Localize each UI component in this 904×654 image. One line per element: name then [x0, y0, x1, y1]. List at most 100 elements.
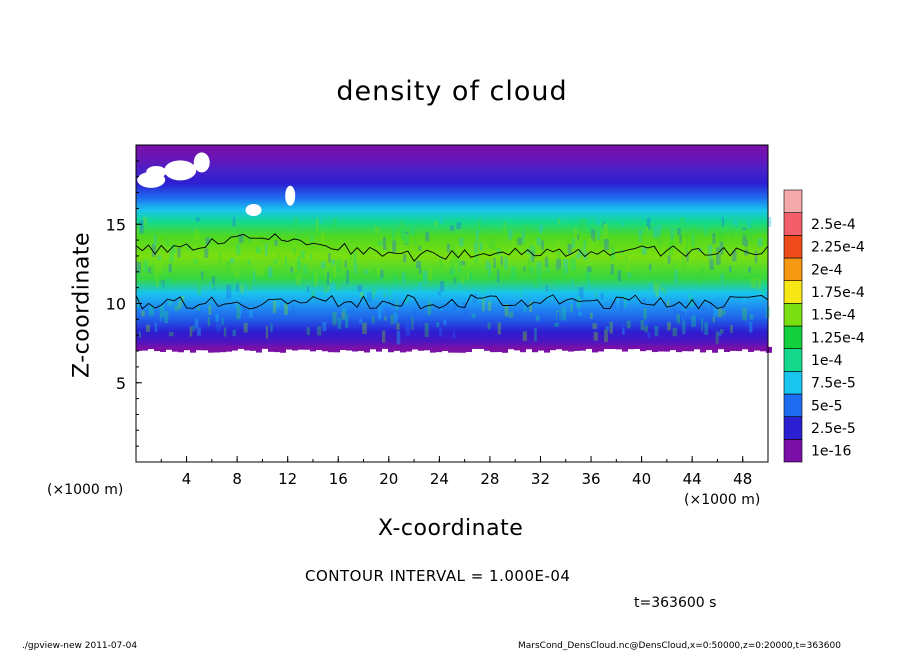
field-speck	[656, 224, 662, 237]
field-speck	[642, 298, 647, 303]
edge-cell	[160, 346, 166, 352]
field-speck	[199, 277, 203, 285]
field-speck	[670, 228, 674, 240]
field-speck	[249, 306, 253, 318]
field-speck	[627, 265, 631, 278]
field-speck	[458, 237, 464, 247]
edge-cell	[286, 346, 292, 350]
field-speck	[732, 219, 738, 225]
field-speck	[574, 227, 578, 242]
field-speck	[324, 269, 330, 277]
field-speck	[643, 318, 649, 326]
x-tick-label: 28	[480, 470, 499, 488]
edge-cell	[340, 346, 346, 351]
field-speck	[320, 261, 326, 269]
field-speck	[715, 331, 719, 344]
field-speck	[296, 260, 302, 271]
field-speck	[392, 240, 397, 253]
field-speck	[303, 264, 308, 274]
field-speck	[672, 327, 678, 337]
field-speck	[557, 268, 563, 282]
field-speck	[748, 266, 752, 273]
field-speck	[284, 255, 288, 268]
edge-cell	[628, 346, 634, 350]
colorbar-segment	[783, 212, 803, 236]
field-speck	[620, 249, 624, 256]
field-speck	[425, 232, 430, 242]
field-speck	[384, 308, 389, 317]
field-speck	[680, 244, 685, 251]
contour-lower	[135, 294, 769, 310]
field-speck	[468, 272, 473, 282]
field-speck	[438, 327, 443, 337]
field-speck	[472, 293, 477, 304]
field-speck	[643, 308, 647, 320]
field-speck	[668, 242, 673, 256]
field-speck	[446, 303, 450, 308]
edge-cell	[226, 346, 232, 352]
edge-cell	[568, 346, 574, 352]
field-speck	[226, 284, 232, 299]
field-speck	[720, 329, 724, 334]
contour-interval-note: CONTOUR INTERVAL = 1.000E-04	[305, 567, 571, 585]
field-speck	[412, 308, 417, 321]
field-speck	[718, 229, 724, 243]
field-speck	[504, 304, 509, 317]
colorbar-label: 1.75e-4	[811, 285, 865, 301]
field-speck	[617, 300, 620, 305]
field-speck	[570, 314, 574, 321]
field-speck	[396, 322, 400, 330]
field-speck	[209, 282, 212, 297]
field-speck	[538, 225, 544, 232]
field-speck	[535, 315, 540, 321]
field-speck	[401, 272, 406, 284]
field-speck	[211, 283, 215, 289]
field-speck	[601, 232, 606, 246]
field-speck	[336, 298, 340, 307]
field-speck	[704, 322, 709, 335]
colorbar-segment	[783, 348, 803, 372]
field-speck	[168, 263, 172, 273]
field-speck	[667, 255, 671, 264]
edge-cell	[436, 346, 442, 353]
field-speck	[485, 260, 489, 270]
field-speck	[663, 251, 667, 257]
field-speck	[622, 323, 625, 328]
colorbar-segment	[783, 371, 803, 395]
field-speck	[683, 237, 689, 251]
field-speck	[265, 243, 268, 257]
field-speck	[654, 325, 659, 337]
field-speck	[482, 298, 485, 312]
field-speck	[330, 282, 336, 297]
field-speck	[306, 327, 310, 335]
field-speck	[434, 221, 438, 227]
edge-cell	[322, 346, 328, 352]
field-speck	[207, 317, 210, 326]
field-speck	[519, 285, 522, 298]
field-speck	[742, 307, 747, 321]
field-speck	[508, 311, 514, 318]
field-speck	[290, 267, 293, 273]
edge-cell	[334, 346, 340, 353]
field-speck	[379, 269, 384, 278]
colorbar-label: 1e-4	[811, 353, 843, 369]
field-speck	[243, 303, 247, 315]
field-speck	[523, 266, 526, 272]
field-speck	[383, 239, 388, 250]
edge-cell	[604, 346, 610, 350]
edge-cell	[526, 346, 532, 350]
edge-cell	[238, 346, 244, 349]
field-speck	[656, 256, 659, 262]
field-speck	[522, 230, 525, 244]
field-speck	[292, 247, 297, 255]
field-speck	[477, 219, 482, 230]
field-speck	[216, 323, 221, 330]
edge-cell	[364, 346, 370, 353]
missing-value-patch	[285, 185, 296, 206]
field-speck	[536, 261, 542, 274]
field-speck	[561, 306, 567, 321]
field-speck	[555, 310, 561, 321]
edge-cell	[472, 346, 478, 349]
field-speck	[341, 311, 345, 319]
field-speck	[331, 259, 335, 266]
